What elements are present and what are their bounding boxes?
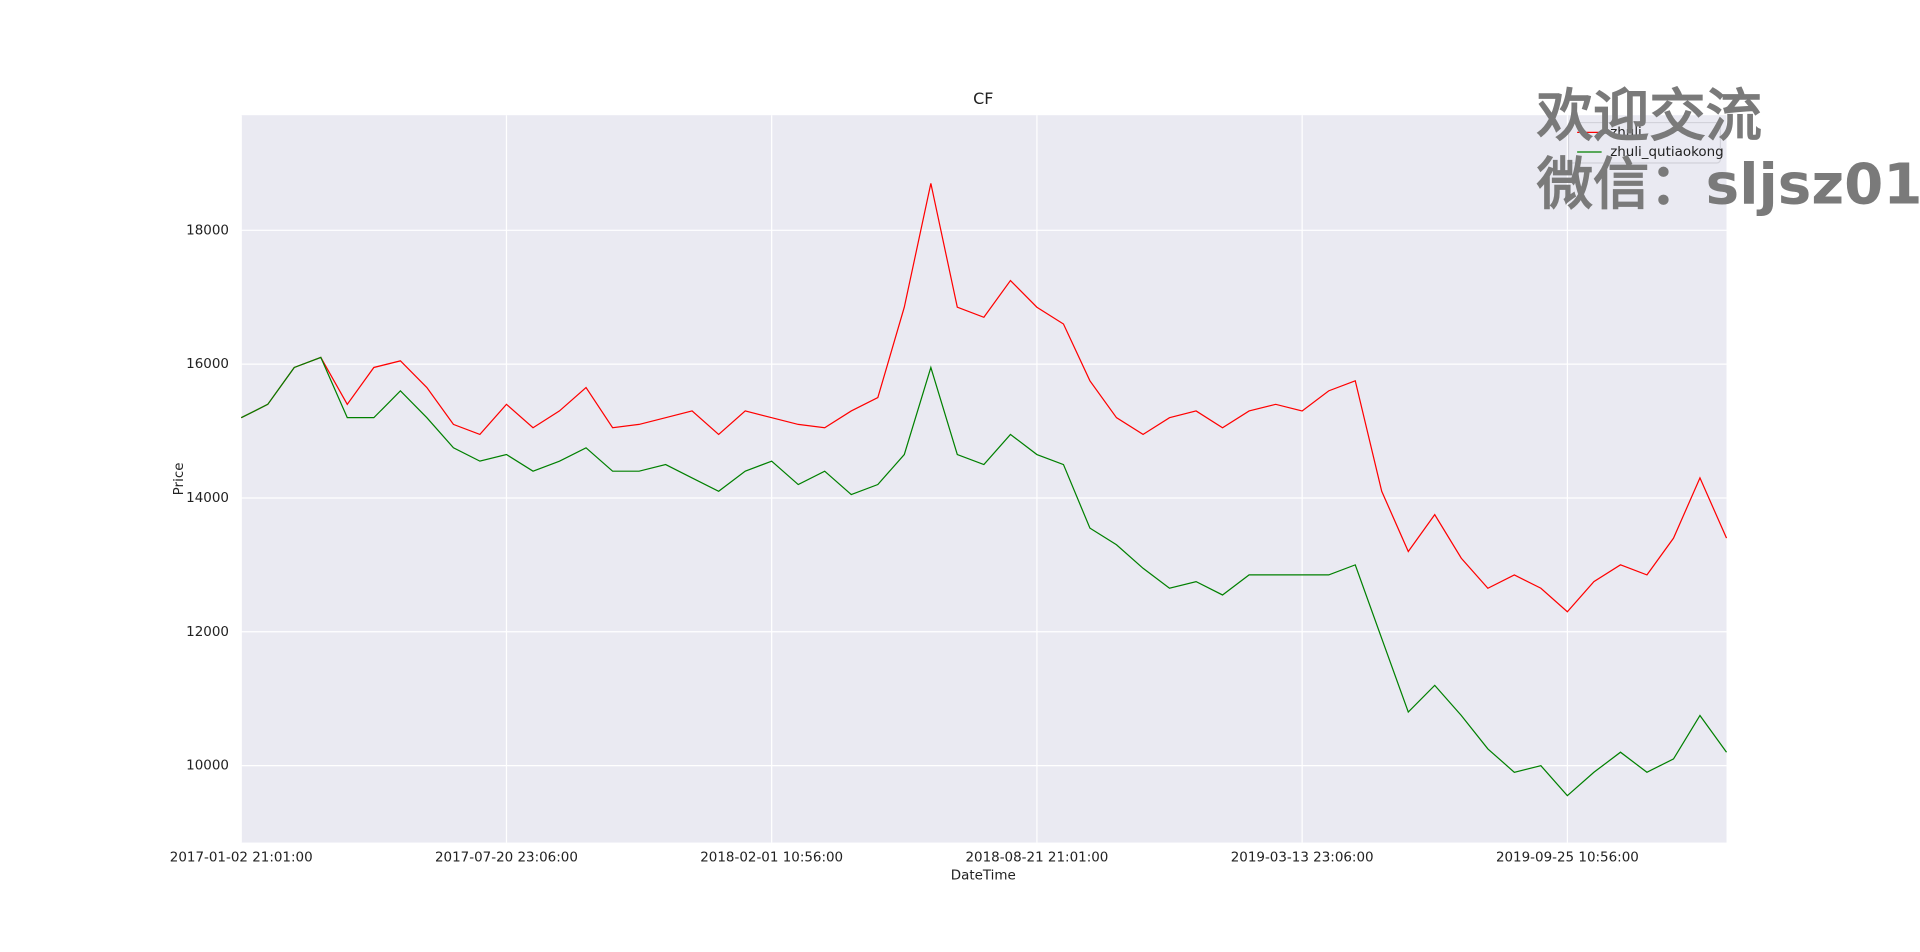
y-tick-label: 10000 <box>186 759 229 774</box>
x-tick-label: 2019-09-25 10:56:00 <box>1496 850 1639 865</box>
y-axis-label: Price <box>172 462 187 495</box>
legend-label: zhuli <box>1610 125 1642 140</box>
series-line <box>240 183 1728 613</box>
series-line <box>240 356 1728 797</box>
x-tick-label: 2018-02-01 10:56:00 <box>700 850 843 865</box>
watermark: 欢迎交流 <box>1536 84 1762 149</box>
lines <box>240 183 1728 797</box>
plot-area <box>241 115 1727 843</box>
watermark: 微信：sljsz01 <box>1536 152 1920 217</box>
x-tick-label: 2017-01-02 21:01:00 <box>170 850 313 865</box>
x-tick-label: 2017-07-20 23:06:00 <box>435 850 578 865</box>
legend-label: zhuli_qutiaokong <box>1610 145 1723 160</box>
y-tick-label: 12000 <box>186 625 229 640</box>
x-tick-label: 2019-03-13 23:06:00 <box>1231 850 1374 865</box>
chart-title: CF <box>973 89 993 108</box>
x-tick-label: 2018-08-21 21:01:00 <box>965 850 1108 865</box>
legend-box <box>1567 121 1722 164</box>
y-tick-label: 16000 <box>186 357 229 372</box>
x-axis-label: DateTime <box>951 869 1016 884</box>
y-tick-label: 18000 <box>186 223 229 238</box>
legend: zhuli zhuli_qutiaokong <box>1567 121 1724 164</box>
y-tick-label: 14000 <box>186 491 229 506</box>
grid <box>240 115 1727 843</box>
